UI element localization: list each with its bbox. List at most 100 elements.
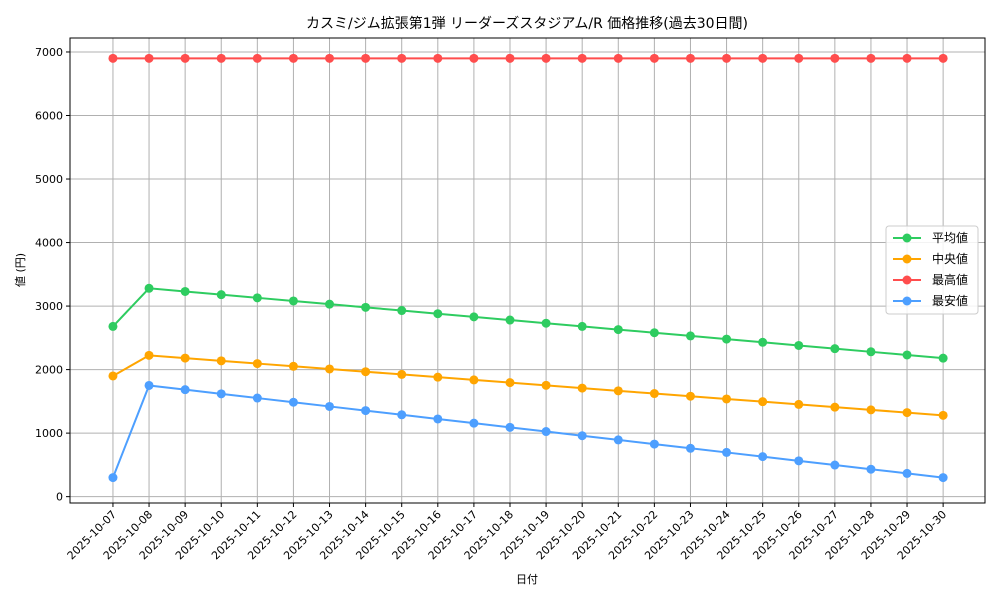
- data-point: [722, 53, 732, 63]
- data-point: [505, 315, 515, 325]
- data-point: [180, 53, 190, 63]
- plot-frame: [69, 37, 986, 504]
- data-point: [108, 371, 118, 381]
- data-point: [288, 296, 298, 306]
- data-point: [722, 394, 732, 404]
- legend-marker: [902, 254, 912, 264]
- data-point: [361, 367, 371, 377]
- y-tick-label: 5000: [35, 173, 63, 186]
- data-point: [541, 380, 551, 390]
- data-point: [758, 53, 768, 63]
- data-point: [216, 53, 226, 63]
- data-point: [433, 372, 443, 382]
- data-point: [288, 361, 298, 371]
- data-point: [108, 53, 118, 63]
- data-point: [433, 309, 443, 319]
- data-point: [613, 325, 623, 335]
- data-point: [866, 347, 876, 357]
- y-axis-label: 値 (円): [14, 253, 27, 287]
- data-point: [144, 380, 154, 390]
- data-point: [325, 364, 335, 374]
- series-line: [112, 384, 944, 479]
- data-point: [902, 53, 912, 63]
- data-point: [397, 53, 407, 63]
- y-tick-label: 0: [56, 491, 63, 504]
- data-point: [541, 427, 551, 437]
- data-point: [397, 410, 407, 420]
- legend-marker: [902, 233, 912, 243]
- y-tick-label: 3000: [35, 300, 63, 313]
- series-最高値: [108, 53, 948, 63]
- data-point: [144, 283, 154, 293]
- data-point: [252, 53, 262, 63]
- data-point: [541, 53, 551, 63]
- data-point: [469, 312, 479, 322]
- data-point: [902, 468, 912, 478]
- data-point: [649, 53, 659, 63]
- data-point: [505, 53, 515, 63]
- data-point: [180, 286, 190, 296]
- data-point: [325, 53, 335, 63]
- data-point: [144, 350, 154, 360]
- legend-label: 中央値: [932, 251, 968, 266]
- data-point: [938, 410, 948, 420]
- data-point: [252, 293, 262, 303]
- data-point: [577, 431, 587, 441]
- data-point: [938, 473, 948, 483]
- data-point: [397, 306, 407, 316]
- chart-title: カスミ/ジム拡張第1弾 リーダーズスタジアム/R 価格推移(過去30日間): [306, 15, 748, 32]
- legend-label: 平均値: [932, 230, 968, 245]
- data-point: [361, 53, 371, 63]
- data-point: [758, 452, 768, 462]
- data-point: [433, 414, 443, 424]
- y-tick-label: 1000: [35, 427, 63, 440]
- data-point: [252, 393, 262, 403]
- data-point: [649, 389, 659, 399]
- data-point: [613, 386, 623, 396]
- data-point: [288, 53, 298, 63]
- data-point: [577, 321, 587, 331]
- data-point: [938, 53, 948, 63]
- data-point: [830, 402, 840, 412]
- legend-marker: [902, 275, 912, 285]
- legend-marker: [902, 296, 912, 306]
- data-point: [866, 53, 876, 63]
- data-point: [794, 53, 804, 63]
- y-tick-label: 4000: [35, 237, 63, 250]
- data-point: [902, 350, 912, 360]
- data-point: [325, 299, 335, 309]
- series-最安値: [108, 380, 948, 483]
- data-point: [180, 353, 190, 363]
- data-point: [469, 418, 479, 428]
- data-point: [685, 443, 695, 453]
- data-point: [397, 369, 407, 379]
- data-point: [433, 53, 443, 63]
- data-point: [938, 353, 948, 363]
- data-point: [758, 337, 768, 347]
- data-point: [469, 375, 479, 385]
- data-point: [108, 321, 118, 331]
- legend-box: [885, 225, 979, 315]
- data-point: [252, 359, 262, 369]
- data-point: [505, 378, 515, 388]
- data-point: [361, 302, 371, 312]
- data-point: [902, 408, 912, 418]
- data-point: [577, 53, 587, 63]
- data-point: [649, 439, 659, 449]
- legend-label: 最安値: [932, 293, 968, 308]
- data-point: [685, 331, 695, 341]
- data-point: [288, 397, 298, 407]
- data-point: [577, 383, 587, 393]
- data-point: [649, 328, 659, 338]
- data-point: [794, 340, 804, 350]
- series-平均値: [108, 283, 948, 363]
- data-point: [216, 389, 226, 399]
- data-point: [830, 344, 840, 354]
- data-point: [685, 53, 695, 63]
- data-point: [144, 53, 154, 63]
- data-point: [794, 399, 804, 409]
- data-point: [794, 456, 804, 466]
- data-point: [866, 405, 876, 415]
